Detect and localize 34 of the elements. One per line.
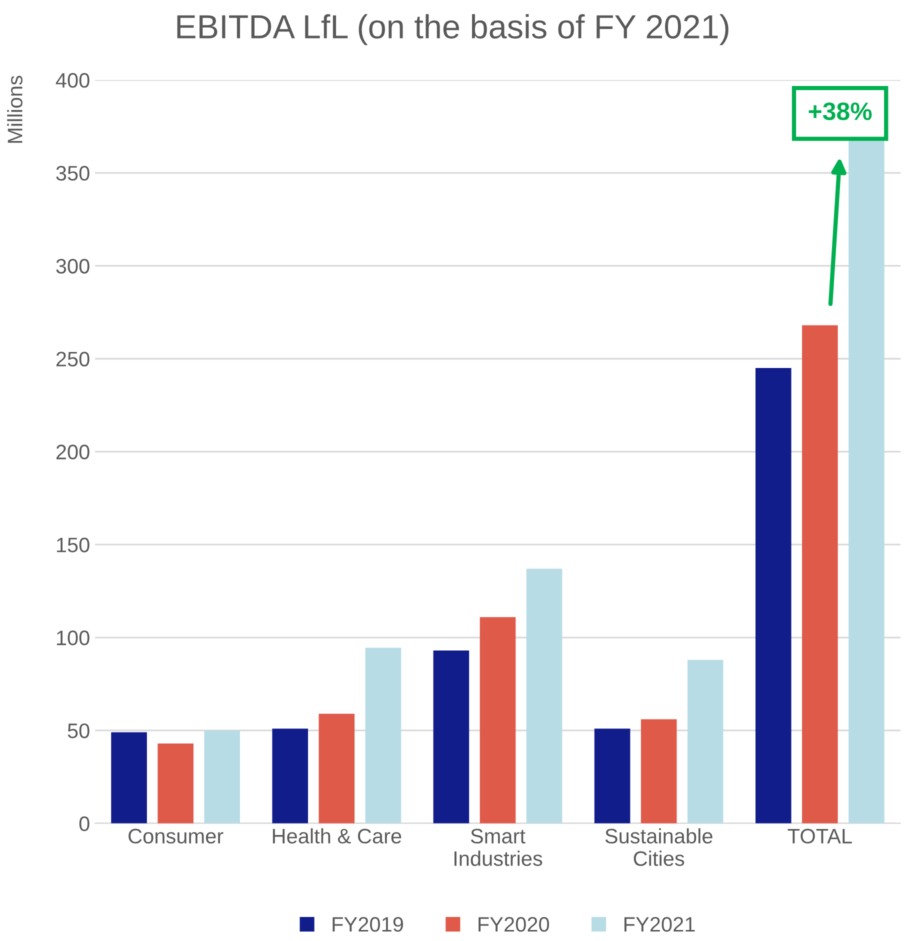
y-tick-label: 0 [79, 816, 90, 832]
legend-label: FY2019 [332, 917, 403, 932]
legend-label: FY2021 [624, 917, 695, 932]
x-tick-label: Consumer [128, 828, 224, 844]
bar [204, 730, 240, 824]
x-tick-label: Sustainable Cities [605, 828, 712, 866]
bar [594, 728, 630, 824]
y-tick-label: 350 [56, 166, 90, 181]
y-tick-label: 400 [56, 72, 90, 88]
bar [272, 728, 308, 824]
chart-title: EBITDA LfL (on the basis of FY 2021) [177, 14, 728, 46]
y-tick-label: 250 [56, 352, 90, 367]
x-tick-label: TOTAL [788, 828, 852, 844]
bar [640, 719, 677, 824]
bar [526, 568, 562, 824]
x-tick-label: Smart Industries [454, 828, 542, 866]
y-tick-label: 150 [56, 538, 90, 552]
bar [687, 660, 724, 824]
y-tick-label: 50 [68, 723, 90, 738]
legend-label: FY2020 [478, 917, 550, 932]
bar [480, 617, 516, 824]
bar [158, 743, 194, 824]
y-tick-label: 100 [56, 630, 90, 646]
bar [433, 650, 470, 824]
bar [755, 368, 792, 824]
bar [318, 714, 355, 824]
x-tick-label: Health & Care [272, 828, 402, 844]
bar [802, 325, 838, 824]
y-tick-label: 300 [56, 258, 90, 274]
bar [365, 648, 402, 824]
annotation: +38% [808, 102, 872, 120]
y-tick-label: 200 [56, 444, 90, 460]
y-axis-title: Millions [7, 76, 22, 143]
bar [111, 732, 147, 824]
